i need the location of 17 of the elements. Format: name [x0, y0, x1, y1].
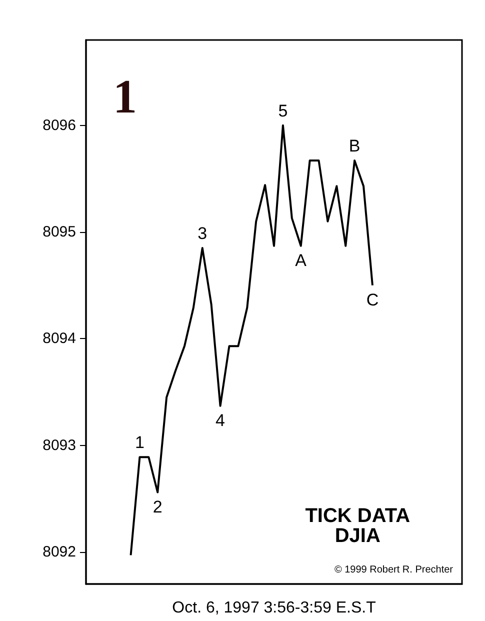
y-tick-label: 8094	[42, 330, 76, 348]
annotation: 4	[216, 410, 226, 430]
annotation: 5	[278, 101, 288, 120]
annotation: C	[366, 290, 379, 310]
annotation: 3	[198, 224, 208, 243]
annotation: © 1999 Robert R. Prechter	[334, 564, 454, 576]
x-axis-title: Oct. 6, 1997 3:56-3:59 E.S.T	[172, 600, 376, 616]
y-tick-label: 8092	[42, 544, 76, 560]
y-tick-label: 8093	[42, 436, 76, 454]
y-tick-label: 8095	[42, 224, 76, 240]
annotation: A	[295, 250, 308, 270]
annotation: 2	[152, 497, 162, 516]
annotation: B	[348, 136, 360, 156]
y-tick-label: 8096	[42, 116, 76, 134]
annotation: TICK DATA DJIA	[305, 505, 410, 547]
text: 1	[113, 70, 137, 124]
annotation: 1	[134, 433, 144, 452]
